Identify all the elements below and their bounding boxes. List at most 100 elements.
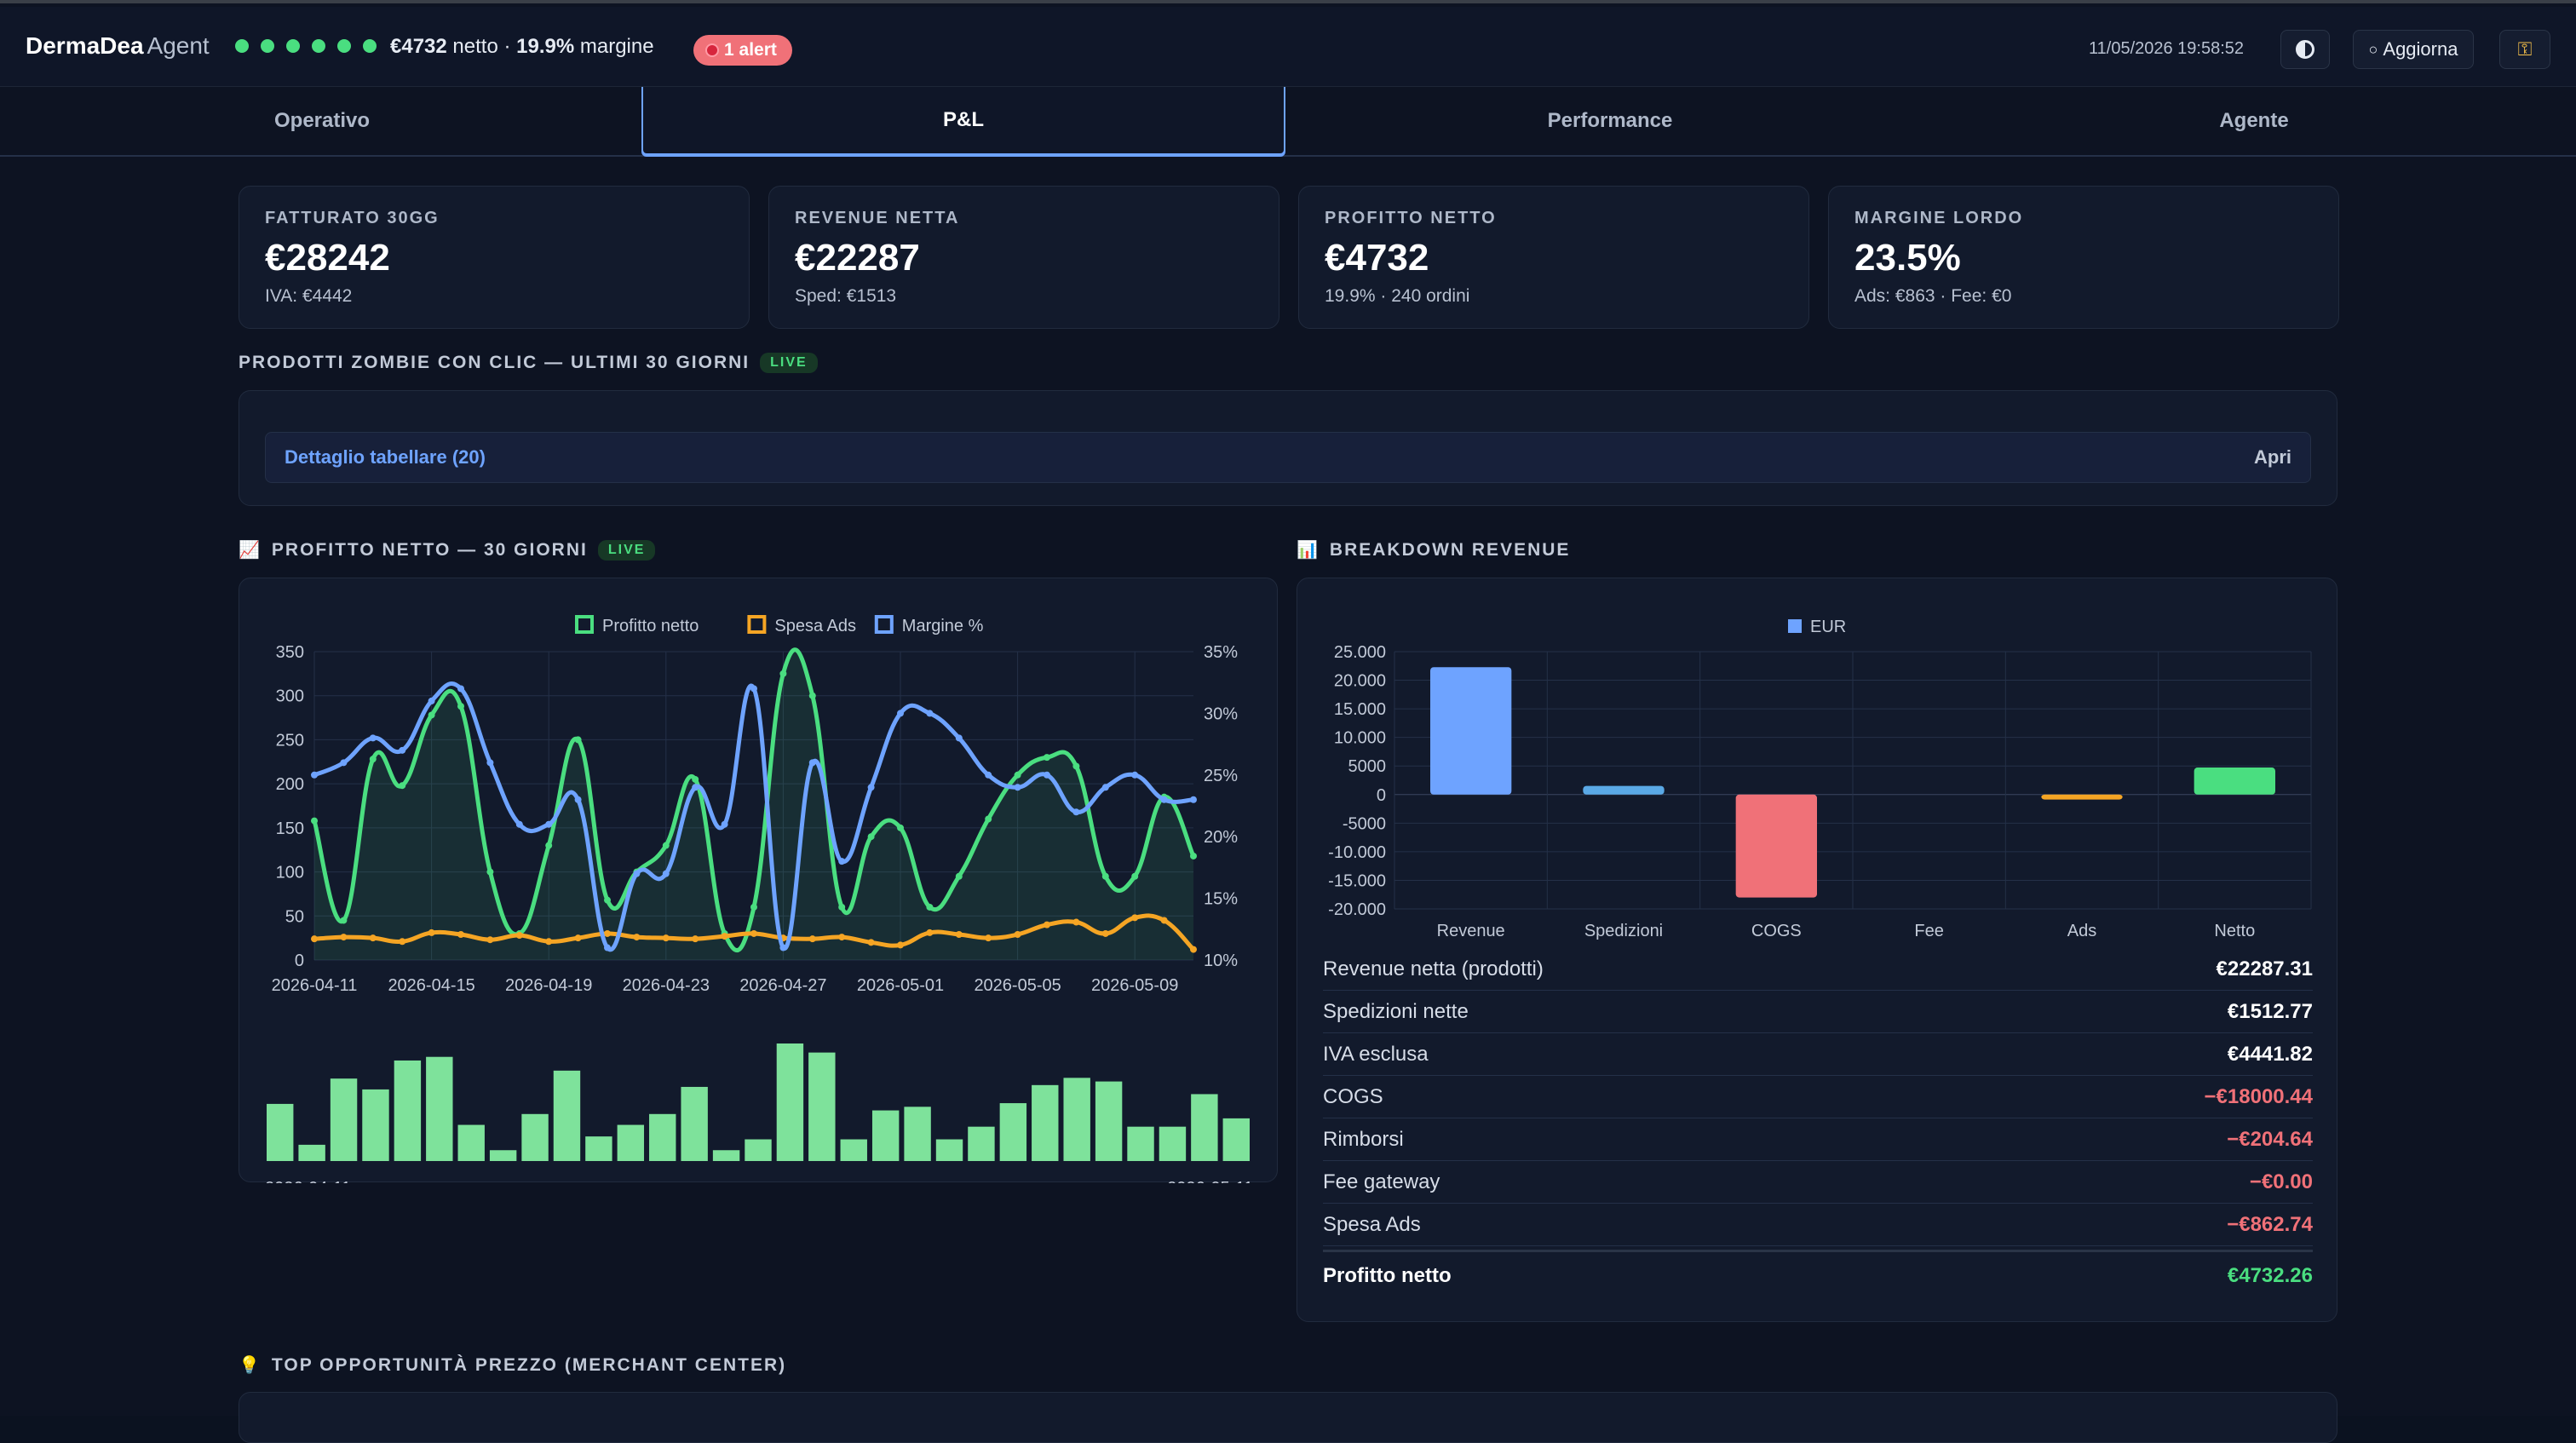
summary-netto: netto · (452, 35, 511, 58)
y-tick-label: 10.000 (1334, 729, 1386, 748)
mini-bar (808, 1052, 836, 1161)
data-point (1072, 762, 1080, 770)
y-right-tick-label: 30% (1204, 704, 1238, 723)
data-point (1014, 931, 1021, 939)
profit-chart-panel: 0 50 100 150 200 250 300 350 10% 15% 20% 25% 30% 35% 2… (239, 578, 1279, 1183)
y-left-tick-label: 300 (276, 687, 304, 706)
breakdown-bar (2041, 794, 2123, 800)
tab-performance[interactable]: Performance (1547, 109, 1673, 132)
kpi-card-margine: MARGINE LORDO 23.5% Ads: €863 · Fee: €0 (1828, 186, 2339, 329)
legend-label: Spesa Ads (774, 617, 856, 635)
data-point (926, 928, 934, 936)
y-tick-label: 25.000 (1334, 643, 1386, 662)
y-right-tick-label: 25% (1204, 767, 1238, 785)
data-point (662, 842, 670, 849)
breakdown-row-label: COGS (1323, 1084, 1383, 1108)
data-point (838, 858, 846, 865)
mini-bar (712, 1150, 740, 1161)
data-point (692, 784, 699, 791)
mini-bar (1032, 1084, 1059, 1161)
main-tabs: Operativo P&L Performance Agente (0, 87, 2576, 157)
x-tick-label: COGS (1751, 922, 1802, 940)
chart-up-icon: 📈 (239, 541, 262, 560)
data-point (574, 736, 582, 744)
data-point (867, 784, 875, 791)
api-key-button[interactable]: ⚿ (2499, 30, 2550, 69)
open-button[interactable]: Apri (2254, 446, 2291, 468)
mini-bar (935, 1139, 963, 1161)
breakdown-row: Fee gateway −€0.00 (1323, 1161, 2313, 1204)
refresh-icon: ○ (2368, 40, 2378, 58)
data-point (662, 934, 670, 942)
live-badge: LIVE (597, 539, 656, 561)
breakdown-section-title: 📊 BREAKDOWN REVENUE (1297, 539, 1570, 561)
tab-pl[interactable]: P&L (641, 87, 1285, 155)
mini-bar (1127, 1126, 1154, 1161)
datetime: 11/05/2026 19:58:52 (2089, 39, 2245, 58)
alert-label: 1 alert (724, 40, 777, 60)
breakdown-row: Revenue netta (prodotti) €22287.31 (1323, 948, 2313, 991)
profit-line-chart[interactable]: 0 50 100 150 200 250 300 350 10% 15% 20% 25% 30% 35% 2… (239, 578, 1279, 1004)
data-point (574, 796, 582, 803)
data-point (1044, 921, 1050, 928)
breakdown-row: Rimborsi −€204.64 (1323, 1118, 2313, 1161)
zombie-details-label: Dettaglio tabellare (20) (285, 446, 486, 468)
data-point (486, 759, 494, 767)
data-point (428, 711, 435, 719)
x-tick-label: 2026-04-27 (739, 976, 826, 995)
kpi-sub: Sped: €1513 (795, 286, 897, 306)
breakdown-bar-chart[interactable]: 25.000 20.000 15.000 10.000 5000 0 -5000 -10.00… (1297, 578, 2338, 946)
mini-bar (585, 1136, 612, 1161)
mini-bar (968, 1126, 995, 1161)
red-circle-icon (705, 43, 719, 57)
data-point (428, 928, 435, 936)
data-point (779, 944, 787, 951)
breakdown-row-value: −€0.00 (2249, 1170, 2313, 1193)
data-point (311, 771, 318, 779)
tab-agente[interactable]: Agente (2219, 109, 2289, 132)
x-tick-label: 2026-04-23 (623, 976, 710, 995)
mini-bar (617, 1124, 645, 1161)
data-point (692, 935, 699, 943)
data-point (1131, 914, 1139, 922)
kpi-label: MARGINE LORDO (1854, 209, 2024, 227)
tab-operativo[interactable]: Operativo (273, 109, 371, 132)
brand-logo: DermaDea Agent (26, 32, 210, 60)
y-left-tick-label: 0 (295, 951, 304, 970)
mini-bar (999, 1103, 1027, 1161)
breakdown-row: COGS −€18000.44 (1323, 1076, 2313, 1118)
series-area-profitto (314, 649, 1193, 960)
y-left-tick-label: 100 (276, 864, 304, 882)
y-left-tick-label: 200 (276, 775, 304, 794)
breakdown-row-label: Spedizioni nette (1323, 999, 1469, 1023)
x-tick-label: 2026-05-09 (1091, 976, 1178, 995)
y-right-tick-label: 35% (1204, 643, 1238, 662)
refresh-button[interactable]: ○ Aggiorna (2353, 30, 2474, 69)
mini-bar (521, 1113, 549, 1161)
breakdown-bar (1430, 667, 1512, 795)
data-point (604, 929, 611, 937)
theme-toggle-button[interactable] (2280, 30, 2330, 69)
y-right-tick-label: 20% (1204, 828, 1238, 847)
breakdown-bar (1735, 794, 1817, 898)
zombie-details-toggle[interactable]: Dettaglio tabellare (20) Apri (265, 432, 2311, 483)
data-point (985, 934, 992, 942)
data-point (1131, 771, 1139, 779)
data-point (1190, 852, 1197, 859)
alert-badge[interactable]: 1 alert (693, 35, 792, 66)
breakdown-row-value: €1512.77 (2227, 999, 2313, 1023)
price-opportunity-panel (239, 1392, 2337, 1443)
mini-bar (871, 1110, 900, 1161)
data-point (340, 917, 348, 924)
mini-bar (426, 1056, 453, 1161)
profit-mini-bar-chart[interactable]: 2026-04-11 2026-05-11 (239, 1004, 1279, 1183)
data-point (721, 820, 728, 828)
status-dots (235, 39, 377, 53)
data-point (779, 670, 787, 677)
mini-bar (1159, 1126, 1187, 1161)
data-point (838, 934, 846, 941)
x-tick-label: Fee (1914, 922, 1943, 940)
mini-bar (1191, 1094, 1218, 1161)
data-point (515, 820, 523, 828)
